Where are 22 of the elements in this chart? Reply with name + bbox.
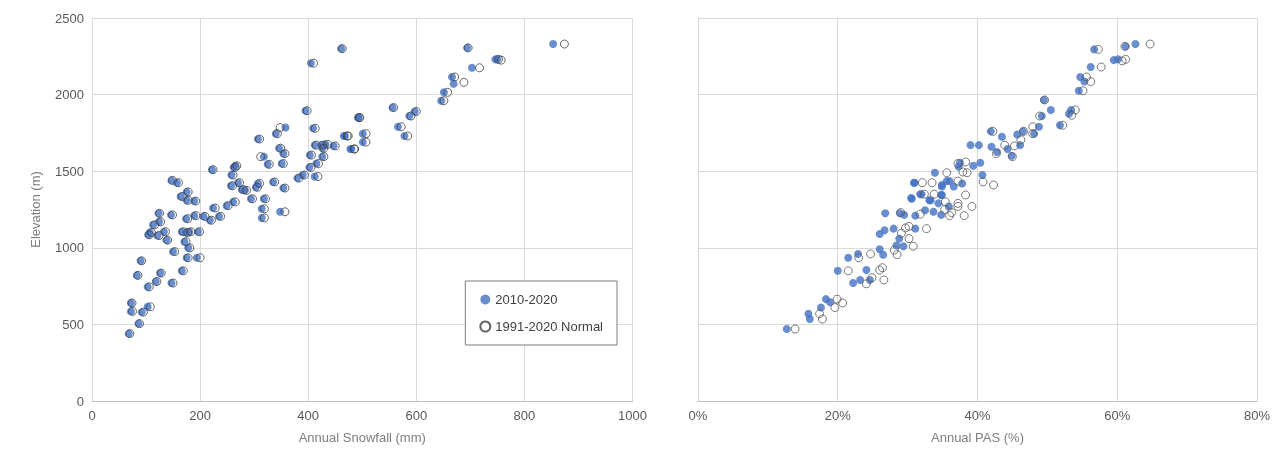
y-tick-label: 2000 (55, 87, 84, 103)
x-tick-label: 800 (513, 408, 536, 423)
legend-label: 1991-2020 Normal (495, 319, 604, 334)
x-tick-label: 20% (824, 408, 852, 423)
y-tick-label: 0 (76, 393, 84, 409)
x-tick-label: 0% (688, 408, 708, 423)
y-tick-label: 500 (62, 316, 84, 332)
y-tick-label: 1500 (55, 163, 84, 179)
x-tick-label: 400 (297, 408, 320, 423)
y-tick-label: 2500 (55, 10, 84, 26)
y-axis-title: Elevation (m) (28, 171, 43, 248)
x-tick-label: 80% (1243, 408, 1271, 423)
x-axis-title: Annual Snowfall (mm) (298, 430, 426, 445)
x-tick-label: 1000 (618, 408, 647, 423)
x-axis-title: Annual PAS (%) (931, 430, 1024, 445)
x-tick-label: 600 (405, 408, 428, 423)
x-tick-label: 200 (189, 408, 211, 423)
x-tick-label: 60% (1104, 408, 1131, 423)
x-tick-label: 40% (964, 408, 991, 423)
y-tick-label: 1000 (55, 240, 84, 256)
legend-label: 2010-2020 (495, 292, 558, 307)
x-tick-label: 0 (88, 408, 96, 423)
